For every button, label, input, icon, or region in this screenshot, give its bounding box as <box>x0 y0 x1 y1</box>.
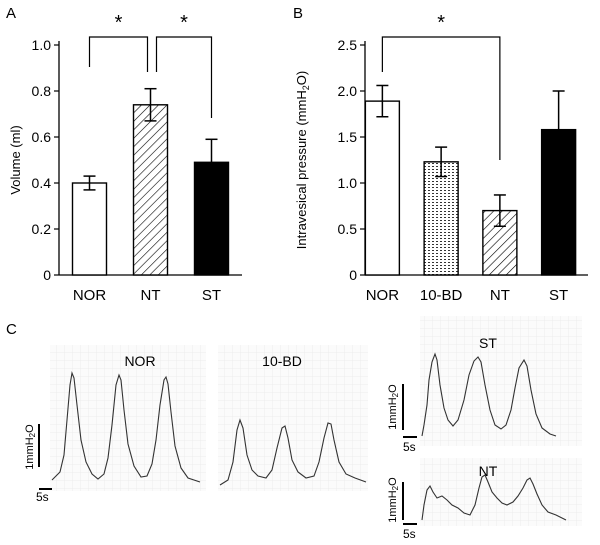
pressure-trace-nor <box>51 370 201 483</box>
significance-bracket <box>381 36 501 160</box>
bar-nor <box>364 100 401 276</box>
chart-b: Intravesical pressure (mmH2O) 0 0.5 1.0 1.5… <box>294 12 588 304</box>
trace-title-nt: NT <box>479 463 498 479</box>
y-tick-label: 2.0 <box>338 83 358 99</box>
chart-a: Volume (ml) 0 0.2 0.4 0.6 0.8 1.0 NOR NT ST * * <box>8 12 242 304</box>
bar-10-bd <box>423 161 459 276</box>
y-tick-label: 0.4 <box>32 175 52 191</box>
panel-c-label: C <box>6 321 17 338</box>
y-tick-label: 2.5 <box>338 37 358 53</box>
y-tick-label: 0.5 <box>338 221 358 237</box>
grid-background <box>218 345 368 491</box>
trace-title-10bd: 10-BD <box>262 353 302 369</box>
significance-star: * <box>180 12 188 34</box>
time-label-nor: 5s <box>36 490 49 504</box>
bar-st <box>193 161 230 276</box>
bar-nt <box>132 104 169 276</box>
chart-b-ylabel: Intravesical pressure (mmH2O) <box>294 71 311 249</box>
pressure-trace-10bd <box>219 418 367 486</box>
significance-star: * <box>115 12 123 34</box>
significance-star: * <box>437 12 445 34</box>
scale-label-st: 1mmH2O <box>387 384 400 430</box>
y-tick-label: 0.2 <box>32 221 52 237</box>
panel-a-label: A <box>6 5 16 22</box>
time-label-nt: 5s <box>403 527 416 541</box>
trace-panel-nt: NT 1mmH2O 5s <box>387 458 582 541</box>
significance-bracket <box>88 36 149 72</box>
pressure-trace-st <box>421 352 557 437</box>
significance-bracket <box>155 36 213 118</box>
y-tick-label: 1.0 <box>338 175 358 191</box>
grid-background <box>420 316 582 446</box>
category-label: ST <box>202 287 221 304</box>
y-tick-label: 0 <box>349 267 357 283</box>
category-label: NOR <box>73 287 107 304</box>
trace-panel-nor: NOR 1mmH2O 5s <box>24 345 206 504</box>
trace-panel-10bd: 10-BD <box>218 345 368 491</box>
category-label: NT <box>490 287 510 304</box>
y-tick-label: 1.0 <box>32 37 52 53</box>
category-label: ST <box>549 287 568 304</box>
grid-background <box>50 345 206 491</box>
panel-b-label: B <box>293 5 303 22</box>
scale-label-nt: 1mmH2O <box>387 477 400 523</box>
trace-panel-st: ST 1mmH2O 5s <box>387 316 582 454</box>
chart-a-ylabel: Volume (ml) <box>8 125 23 194</box>
y-tick-label: 0 <box>43 267 51 283</box>
category-label: NOR <box>366 287 400 304</box>
pressure-trace-nt <box>421 474 567 521</box>
y-tick-label: 0.6 <box>32 129 52 145</box>
trace-title-nor: NOR <box>124 353 155 369</box>
category-label: 10-BD <box>420 287 463 304</box>
category-label: NT <box>141 287 161 304</box>
y-tick-label: 0.8 <box>32 83 52 99</box>
bar-nor <box>71 182 108 276</box>
y-tick-label: 1.5 <box>338 129 358 145</box>
time-label-st: 5s <box>403 440 416 454</box>
trace-title-st: ST <box>479 335 497 351</box>
scale-label-nor: 1mmH2O <box>24 424 37 470</box>
